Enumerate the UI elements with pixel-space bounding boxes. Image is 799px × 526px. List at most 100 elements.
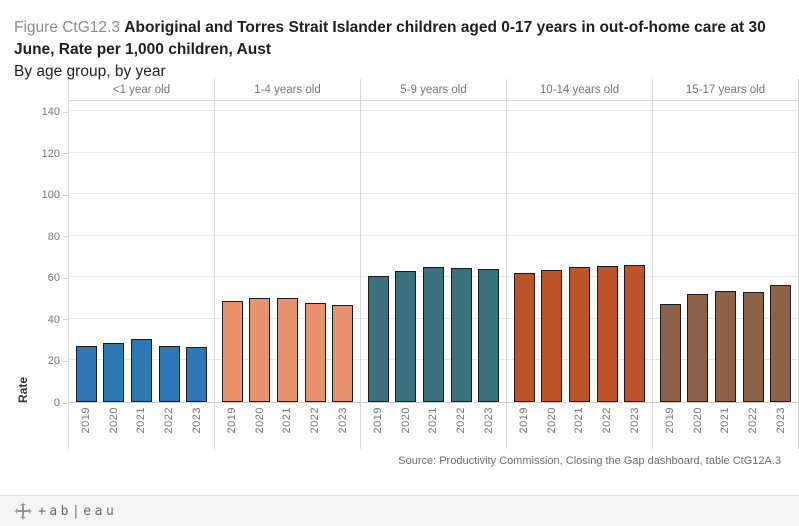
- panel-15-17-years-old: 15-17 years old 2019 2020 2021 2022 2023: [652, 79, 799, 449]
- gridline: [653, 193, 798, 195]
- gridline: [69, 276, 214, 278]
- panel-5-9-years-old: 5-9 years old 2019 2020 2021 2022 2023: [360, 79, 506, 449]
- year-label: 2021: [427, 407, 440, 434]
- y-tick-value: 0: [53, 397, 60, 409]
- gridline: [69, 151, 214, 153]
- bar-2020[interactable]: [249, 298, 271, 402]
- year-label: 2022: [601, 407, 614, 434]
- x-tick-label: 2022: [305, 407, 326, 433]
- gridline: [215, 234, 360, 236]
- bar-2020[interactable]: [687, 294, 709, 402]
- x-tick-label: 2022: [159, 407, 180, 433]
- x-tick-label: 2019: [660, 407, 681, 433]
- x-tick-label: 2022: [597, 407, 618, 433]
- year-label: 2021: [281, 407, 294, 434]
- gridline: [653, 234, 798, 236]
- year-label: 2020: [691, 407, 704, 434]
- gridline: [69, 234, 214, 236]
- bar-group: [507, 101, 652, 402]
- y-tick-mark: [63, 236, 68, 238]
- y-tick-mark: [63, 194, 68, 196]
- panel-plot-area: [215, 101, 360, 403]
- bar-2019[interactable]: [659, 304, 681, 402]
- bar-2019[interactable]: [513, 273, 535, 402]
- x-tick-label: 2023: [624, 407, 645, 433]
- bar-2023[interactable]: [478, 269, 500, 402]
- gridline: [507, 234, 652, 236]
- x-axis-labels: 2019 2020 2021 2022 2023: [361, 403, 506, 449]
- bar-2021[interactable]: [568, 267, 590, 402]
- x-tick-label: 2023: [186, 407, 207, 433]
- bar-2019[interactable]: [367, 276, 389, 402]
- year-label: 2021: [573, 407, 586, 434]
- x-tick-label: 2020: [541, 407, 562, 433]
- bar-2021[interactable]: [714, 290, 736, 402]
- x-tick-label: 2022: [743, 407, 764, 433]
- y-tick-value: 40: [47, 313, 60, 326]
- bar-2023[interactable]: [770, 284, 792, 402]
- bar-2023[interactable]: [186, 346, 208, 402]
- x-tick-label: 2020: [395, 407, 416, 433]
- gridline: [361, 193, 506, 195]
- source-note: Source: Productivity Commission, Closing…: [398, 455, 781, 467]
- x-tick-label: 2021: [423, 407, 444, 433]
- y-tick-label: 100: [42, 188, 68, 202]
- bar-2020[interactable]: [395, 271, 417, 402]
- tableau-logo[interactable]: +ab|eau: [14, 502, 117, 520]
- year-label: 2020: [253, 407, 266, 434]
- year-label: 2022: [163, 407, 176, 434]
- bar-group: [69, 101, 214, 402]
- bar-2022[interactable]: [450, 268, 472, 402]
- year-label: 2019: [664, 407, 677, 434]
- bar-2021[interactable]: [276, 298, 298, 402]
- bar-2020[interactable]: [541, 270, 563, 402]
- year-label: 2022: [455, 407, 468, 434]
- panel-header: <1 year old: [69, 79, 214, 101]
- gridline: [653, 276, 798, 278]
- year-label: 2020: [545, 407, 558, 434]
- panel-10-14-years-old: 10-14 years old 2019 2020 2021 2022 2023: [506, 79, 652, 449]
- x-axis-labels: 2019 2020 2021 2022 2023: [69, 403, 214, 449]
- year-label: 2020: [107, 407, 120, 434]
- bar-2023[interactable]: [332, 305, 354, 402]
- gridline: [507, 110, 652, 112]
- gridline: [215, 276, 360, 278]
- bar-2021[interactable]: [130, 338, 152, 402]
- y-tick-value: 120: [41, 147, 60, 160]
- x-tick-label: 2019: [514, 407, 535, 433]
- panel-plot-area: [69, 101, 214, 403]
- year-label: 2019: [226, 407, 239, 434]
- bar-2021[interactable]: [422, 267, 444, 402]
- x-tick-label: 2020: [249, 407, 270, 433]
- y-tick-mark: [63, 153, 68, 155]
- gridline: [507, 193, 652, 195]
- x-tick-label: 2019: [368, 407, 389, 433]
- y-tick-value: 60: [47, 272, 60, 285]
- panel-plot-area: [507, 101, 652, 403]
- y-tick-mark: [63, 360, 68, 362]
- x-tick-label: 2023: [332, 407, 353, 433]
- page-title: Aboriginal and Torres Strait Islander ch…: [14, 19, 766, 58]
- bar-2022[interactable]: [304, 303, 326, 402]
- bar-2023[interactable]: [624, 264, 646, 402]
- year-label: 2019: [372, 407, 385, 434]
- bar-2019[interactable]: [221, 301, 243, 402]
- tableau-logo-icon: [14, 502, 32, 520]
- gridline: [215, 151, 360, 153]
- y-tick-value: 140: [41, 106, 60, 119]
- panel-header: 1-4 years old: [215, 79, 360, 101]
- panel-plot-area: [361, 101, 506, 403]
- panel-header: 10-14 years old: [507, 79, 652, 101]
- panel--1-year-old: <1 year old 2019 2020 2021 2022 2023: [68, 79, 214, 449]
- bar-2019[interactable]: [75, 345, 97, 402]
- bar-2022[interactable]: [742, 291, 764, 402]
- gridline: [361, 234, 506, 236]
- bar-2022[interactable]: [158, 345, 180, 402]
- bar-2022[interactable]: [596, 265, 618, 402]
- bar-2020[interactable]: [103, 342, 125, 402]
- gridline: [653, 110, 798, 112]
- x-tick-label: 2023: [770, 407, 791, 433]
- year-label: 2022: [747, 407, 760, 434]
- bar-group: [653, 101, 798, 402]
- y-tick-value: 80: [47, 230, 60, 243]
